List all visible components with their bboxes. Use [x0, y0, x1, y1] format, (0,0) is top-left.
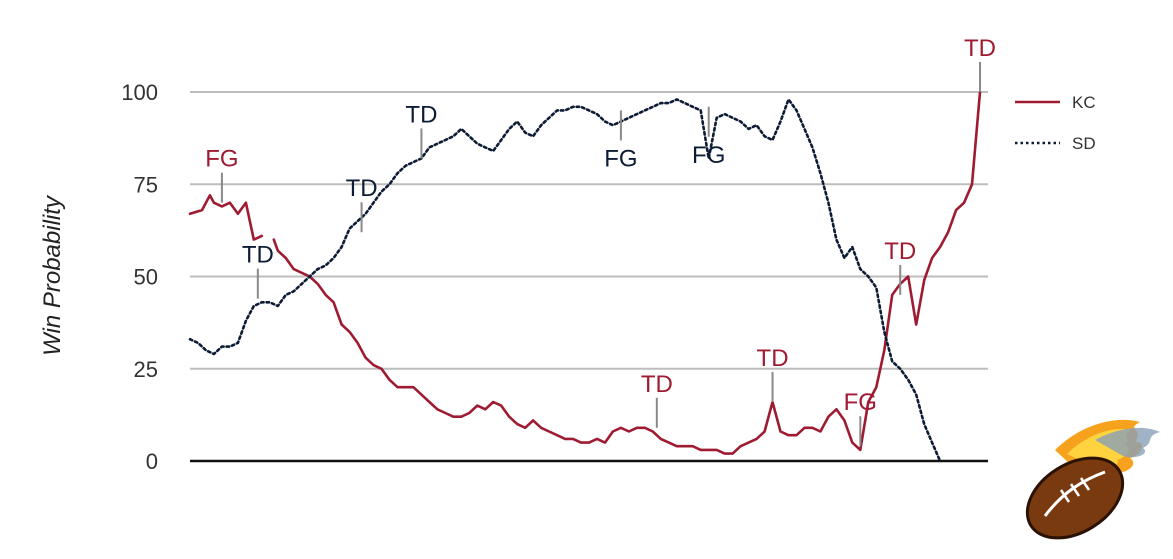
legend-label-sd: SD: [1072, 134, 1096, 153]
annotation-label-td: TD: [641, 371, 673, 398]
annotation-label-fg: FG: [604, 145, 637, 172]
y-tick-labels: 0 25 50 75 100: [121, 80, 158, 474]
annotation-label-td: TD: [405, 101, 437, 128]
legend: KC SD: [1015, 93, 1096, 153]
annotation-label-fg: FG: [692, 142, 725, 169]
legend-label-kc: KC: [1072, 93, 1096, 112]
y-tick-label-25: 25: [134, 357, 158, 382]
annotation-label-fg: FG: [844, 389, 877, 416]
annotation-label-fg: FG: [205, 146, 238, 173]
annotation-label-td: TD: [757, 345, 789, 372]
annotation-label-td: TD: [346, 175, 378, 202]
series-lines: [188, 90, 982, 463]
flaming-football-icon: [1025, 419, 1160, 540]
annotation-label-td: TD: [964, 35, 996, 62]
annotation-label-td: TD: [242, 242, 274, 269]
y-tick-label-50: 50: [134, 265, 158, 290]
series-line-sd: [188, 98, 942, 463]
annotation-label-td: TD: [884, 238, 916, 265]
y-tick-label-75: 75: [134, 172, 158, 197]
y-tick-label-0: 0: [146, 449, 158, 474]
score-annotations: FG TD TD TD FG FG TD TD FG TD TD: [205, 35, 996, 447]
grid-lines: [190, 91, 988, 463]
y-tick-label-100: 100: [121, 80, 158, 105]
y-axis-title: Win Probability: [39, 194, 66, 356]
series-line-kc: [188, 90, 982, 455]
